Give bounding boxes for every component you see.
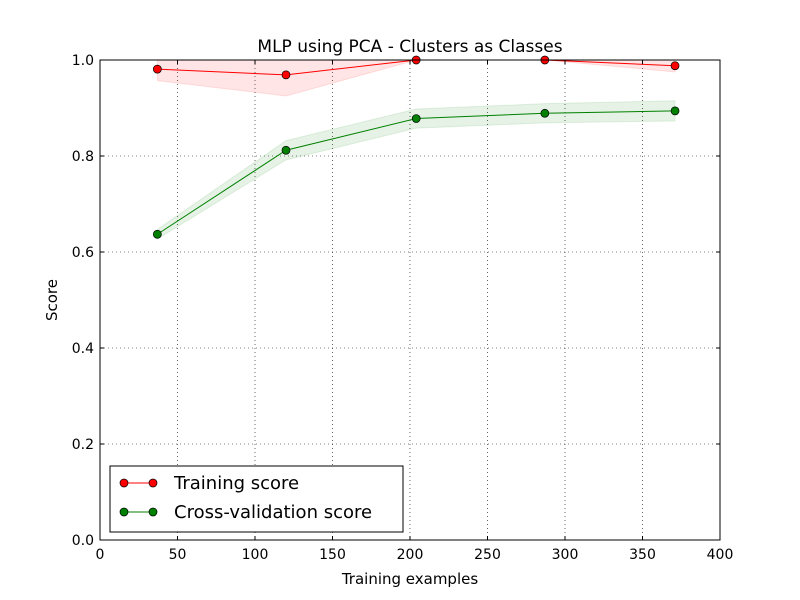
cross-validation-score-point <box>153 229 162 239</box>
legend-cross-validation-score-label: Cross-validation score <box>174 502 372 523</box>
x-tick-label: 300 <box>552 547 579 563</box>
axis-ticks <box>99 59 721 541</box>
y-tick-label: 0.0 <box>72 533 94 549</box>
chart-title: MLP using PCA - Clusters as Classes <box>257 37 562 57</box>
legend-cross-validation-score-marker <box>148 507 158 517</box>
grid-lines <box>100 60 720 540</box>
y-axis-label: Score <box>43 279 61 321</box>
cross-validation-score-point <box>411 114 421 123</box>
x-tick-label: 50 <box>169 547 187 563</box>
y-tick-label: 0.8 <box>72 149 94 165</box>
x-tick-label: 250 <box>474 547 501 563</box>
x-tick-label: 200 <box>397 547 424 563</box>
x-tick-label: 100 <box>242 547 269 563</box>
cross-validation-score-point <box>281 145 291 155</box>
x-axis-label: Training examples <box>341 570 479 588</box>
legend-cross-validation-score-marker <box>119 507 129 517</box>
training-score-point <box>670 61 680 71</box>
training-score-point <box>281 70 291 80</box>
legend-entries: Training score Cross-validation score <box>119 473 372 523</box>
legend-training-score-label: Training score <box>173 473 299 494</box>
x-tick-label: 400 <box>707 547 734 563</box>
y-tick-label: 0.4 <box>72 341 94 357</box>
training-score-point <box>153 64 162 74</box>
cross-validation-score-point <box>670 106 680 116</box>
y-tick-label: 0.2 <box>72 437 94 453</box>
legend-training-score-marker <box>119 478 129 488</box>
y-tick-label: 0.6 <box>72 245 94 261</box>
legend-training-score-marker <box>148 478 158 488</box>
legend-box <box>109 465 404 533</box>
x-tick-label: 150 <box>319 547 346 563</box>
x-tick-label: 0 <box>96 547 105 563</box>
y-tick-label: 1.0 <box>72 53 94 69</box>
cross-validation-score-point <box>540 108 550 118</box>
legend: Training score Cross-validation score <box>109 465 404 533</box>
cross-validation-score-band <box>156 100 676 240</box>
y-tick-labels: 0.0 0.2 0.4 0.6 0.8 1.0 <box>72 53 94 549</box>
x-tick-label: 350 <box>629 547 656 563</box>
x-tick-labels: 0 50 100 150 200 250 300 350 400 <box>96 547 734 563</box>
